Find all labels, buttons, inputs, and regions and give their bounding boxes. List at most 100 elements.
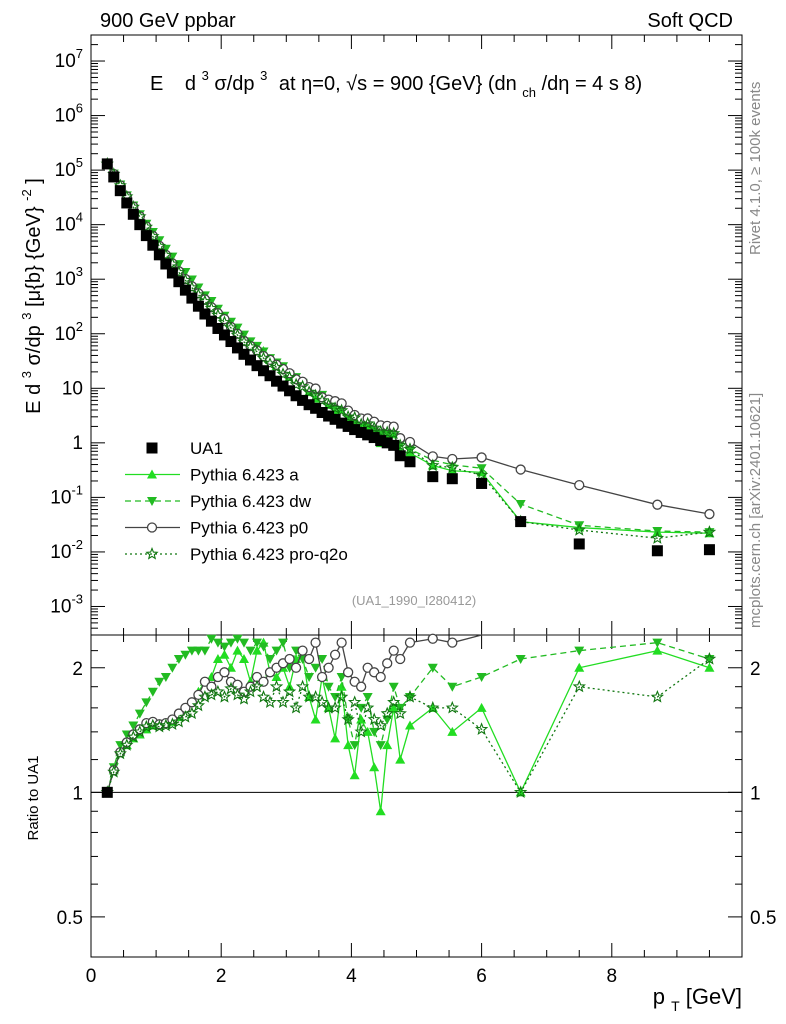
series-point-q2o xyxy=(309,388,323,402)
ratio-point-q2o xyxy=(309,690,323,703)
data-point-ua1 xyxy=(147,239,159,251)
series-point-q2o xyxy=(426,458,440,472)
ratio-point-p0 xyxy=(336,637,347,648)
ratio-point-q2o xyxy=(702,652,717,665)
series-point-dw xyxy=(515,500,526,510)
series-point-q2o xyxy=(243,339,258,353)
ratio-point-a xyxy=(476,702,487,712)
data-point-ua1 xyxy=(329,413,341,425)
ratio-point-q2o xyxy=(367,712,381,726)
data-point-ua1 xyxy=(186,292,198,304)
ratio-y-tick-label: 0.5 xyxy=(57,908,83,929)
y-tick-base: 10 xyxy=(55,215,76,236)
ylabel-expm2: -2 xyxy=(19,189,34,201)
series-q2o xyxy=(100,156,717,544)
ylabel-sigma: σ/dp xyxy=(23,325,45,365)
y-tick-label: 1 xyxy=(72,433,83,454)
x-tick-label: 4 xyxy=(346,966,357,987)
data-point-ua1 xyxy=(310,402,322,414)
ratio-point-p0 xyxy=(316,671,328,683)
ratio-point-dw xyxy=(238,638,249,648)
header-left: 900 GeV ppbar xyxy=(100,10,236,32)
data-point-ua1 xyxy=(381,437,393,449)
series-point-q2o xyxy=(263,356,277,370)
series-point-q2o xyxy=(198,294,212,308)
data-point-ua1 xyxy=(127,208,139,220)
y-tick-base: 10 xyxy=(55,324,76,345)
ratio-point-q2o xyxy=(250,679,264,693)
ratio-point-q2o xyxy=(269,679,284,693)
y-tick-exp: 4 xyxy=(76,210,83,225)
series-point-q2o xyxy=(403,442,417,455)
ratio-point-dw xyxy=(167,663,178,673)
ratio-point-p0 xyxy=(310,637,321,648)
legend-label: Pythia 6.423 p0 xyxy=(190,519,308,538)
data-point-ua1 xyxy=(114,185,126,197)
data-point-ua1 xyxy=(251,360,263,372)
y-tick-base: 10 xyxy=(50,542,71,563)
ratio-point-q2o xyxy=(650,690,664,703)
data-point-ua1 xyxy=(108,171,120,183)
ratio-point-p0 xyxy=(329,649,341,660)
ratio-point-q2o xyxy=(295,679,310,693)
ratio-point-dw xyxy=(232,634,243,644)
ratio-point-dw xyxy=(252,638,263,648)
data-point-ua1 xyxy=(225,336,237,348)
data-point-ua1 xyxy=(179,284,191,296)
series-point-q2o xyxy=(354,417,368,431)
legend-label: Pythia 6.423 dw xyxy=(190,492,312,511)
ratio-point-dw xyxy=(212,638,223,648)
data-point-ua1 xyxy=(166,267,178,279)
ratio-line-dw xyxy=(106,637,710,793)
data-point-ua1 xyxy=(336,417,348,429)
ratio-point-a xyxy=(375,806,386,816)
data-point-ua1 xyxy=(160,258,172,270)
series-point-q2o xyxy=(204,301,219,315)
data-point-ua1 xyxy=(264,370,276,382)
series-point-q2o xyxy=(269,360,284,373)
ratio-point-q2o xyxy=(328,700,342,714)
y-tick-label: 10-1 xyxy=(50,482,83,508)
ratio-point-dw xyxy=(388,682,399,692)
main-plot-frame xyxy=(90,34,743,636)
y-tick-label: 10-3 xyxy=(50,591,83,617)
y-tick-base: 10 xyxy=(55,269,76,290)
ratio-point-q2o xyxy=(146,718,160,732)
series-point-q2o xyxy=(217,315,232,329)
ratio-point-p0 xyxy=(290,662,302,673)
data-point-ua1 xyxy=(342,420,354,432)
ratio-point-p0 xyxy=(121,737,132,748)
ylabel-exp3b: 3 xyxy=(19,312,34,319)
legend-label: UA1 xyxy=(190,439,223,458)
data-point-ua1 xyxy=(515,516,527,528)
ratio-point-q2o xyxy=(224,681,238,695)
legend-item: Pythia 6.423 p0 xyxy=(125,519,308,538)
ratio-point-dw xyxy=(219,642,230,652)
y-tick-label: 106 xyxy=(55,101,83,127)
data-point-ua1 xyxy=(375,435,387,447)
data-point-ua1 xyxy=(192,300,204,312)
ratio-point-dw xyxy=(515,654,526,664)
data-point-ua1 xyxy=(303,399,315,411)
ratio-point-p0 xyxy=(427,633,438,644)
ratio-point-q2o xyxy=(403,690,417,703)
ratio-point-a xyxy=(382,740,393,750)
ratio-point-dw xyxy=(427,663,438,673)
y-tick-base: 10 xyxy=(55,160,76,181)
ratio-point-p0 xyxy=(303,653,315,665)
data-point-ua1 xyxy=(121,197,133,209)
y-tick-base: 10 xyxy=(55,106,76,127)
series-point-q2o xyxy=(211,308,225,321)
ratio-point-dw xyxy=(206,634,217,644)
series-point-q2o xyxy=(295,379,310,393)
y-tick-label: 10 xyxy=(62,378,83,399)
series-point-q2o xyxy=(445,460,459,474)
ratio-point-a xyxy=(447,726,458,736)
series-group xyxy=(100,156,717,557)
ratio-point-p0 xyxy=(388,645,399,656)
ratio-point-dw xyxy=(278,638,289,648)
ratio-point-dw xyxy=(349,741,360,751)
ratio-point-q2o xyxy=(191,698,205,712)
ratio-point-dw xyxy=(141,698,152,708)
